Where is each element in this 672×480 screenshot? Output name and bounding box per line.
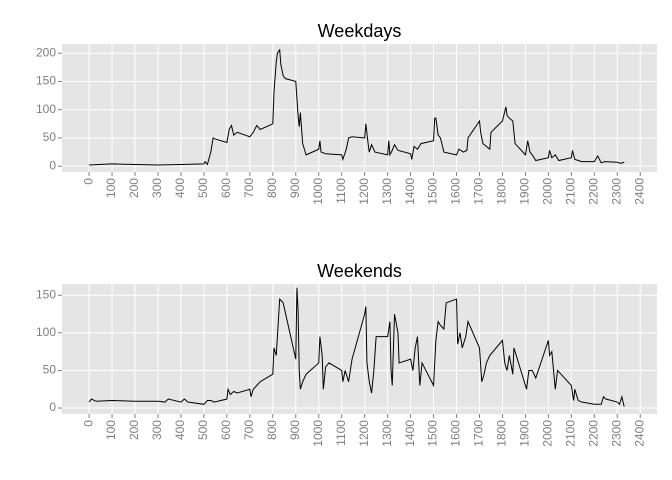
y-tick-label: 150 (36, 74, 56, 88)
x-tick-label: 2000 (541, 420, 555, 447)
panel-background (62, 284, 657, 414)
x-tick-label: 1000 (311, 178, 325, 205)
x-tick-label: 600 (219, 420, 233, 440)
x-tick-label: 100 (104, 420, 118, 440)
x-tick-label: 400 (173, 420, 187, 440)
x-tick-label: 1200 (357, 420, 371, 447)
chart-title: Weekdays (318, 21, 402, 41)
x-tick-label: 2400 (632, 420, 646, 447)
x-tick-label: 1800 (495, 420, 509, 447)
x-tick-label: 2200 (586, 420, 600, 447)
data-line (89, 48, 625, 166)
x-tick-label: 1800 (495, 178, 509, 205)
x-tick-label: 900 (288, 420, 302, 440)
x-tick-label: 1500 (426, 420, 440, 447)
x-tick-label: 2300 (609, 178, 623, 205)
panel-background (62, 44, 657, 172)
x-tick-label: 2300 (609, 420, 623, 447)
x-tick-label: 400 (173, 178, 187, 198)
x-tick-label: 800 (265, 178, 279, 198)
x-tick-label: 2100 (564, 420, 578, 447)
y-tick-label: 50 (43, 363, 57, 377)
x-tick-label: 1700 (472, 420, 486, 447)
y-tick-label: 100 (36, 325, 56, 339)
y-tick-label: 0 (49, 158, 56, 172)
data-line (88, 287, 625, 407)
x-tick-label: 1100 (334, 178, 348, 204)
y-tick-label: 50 (43, 130, 57, 144)
x-tick-label: 900 (288, 178, 302, 198)
x-tick-label: 300 (150, 178, 164, 198)
y-tick-label: 200 (36, 45, 56, 59)
y-tick-label: 150 (36, 287, 56, 301)
x-tick-label: 300 (150, 420, 164, 440)
x-tick-label: 1300 (380, 178, 394, 205)
x-tick-label: 0 (81, 178, 95, 185)
x-tick-label: 2400 (632, 178, 646, 205)
x-tick-label: 2100 (564, 178, 578, 205)
x-tick-label: 1700 (472, 178, 486, 205)
x-tick-label: 500 (196, 420, 210, 440)
x-tick-label: 2000 (541, 178, 555, 205)
x-tick-label: 1200 (357, 178, 371, 205)
y-tick-label: 100 (36, 102, 56, 116)
x-tick-label: 700 (242, 178, 256, 198)
x-tick-label: 1600 (449, 420, 463, 447)
x-tick-label: 1400 (403, 420, 417, 447)
x-tick-label: 1900 (518, 420, 532, 447)
x-tick-label: 0 (81, 420, 95, 427)
x-tick-label: 100 (104, 178, 118, 198)
x-tick-label: 1400 (403, 178, 417, 205)
x-tick-label: 2200 (586, 178, 600, 205)
chart-title: Weekends (317, 261, 402, 281)
x-tick-label: 500 (196, 178, 210, 198)
x-tick-label: 1000 (311, 420, 325, 447)
x-tick-label: 1300 (380, 420, 394, 447)
y-tick-label: 0 (49, 400, 56, 414)
x-tick-label: 1500 (426, 178, 440, 205)
x-tick-label: 1900 (518, 178, 532, 205)
x-tick-label: 1600 (449, 178, 463, 205)
x-tick-label: 200 (127, 420, 141, 440)
x-tick-label: 800 (265, 420, 279, 440)
x-tick-label: 700 (242, 420, 256, 440)
x-tick-label: 200 (127, 178, 141, 198)
x-tick-label: 600 (219, 178, 233, 198)
x-tick-label: 1100 (334, 420, 348, 446)
